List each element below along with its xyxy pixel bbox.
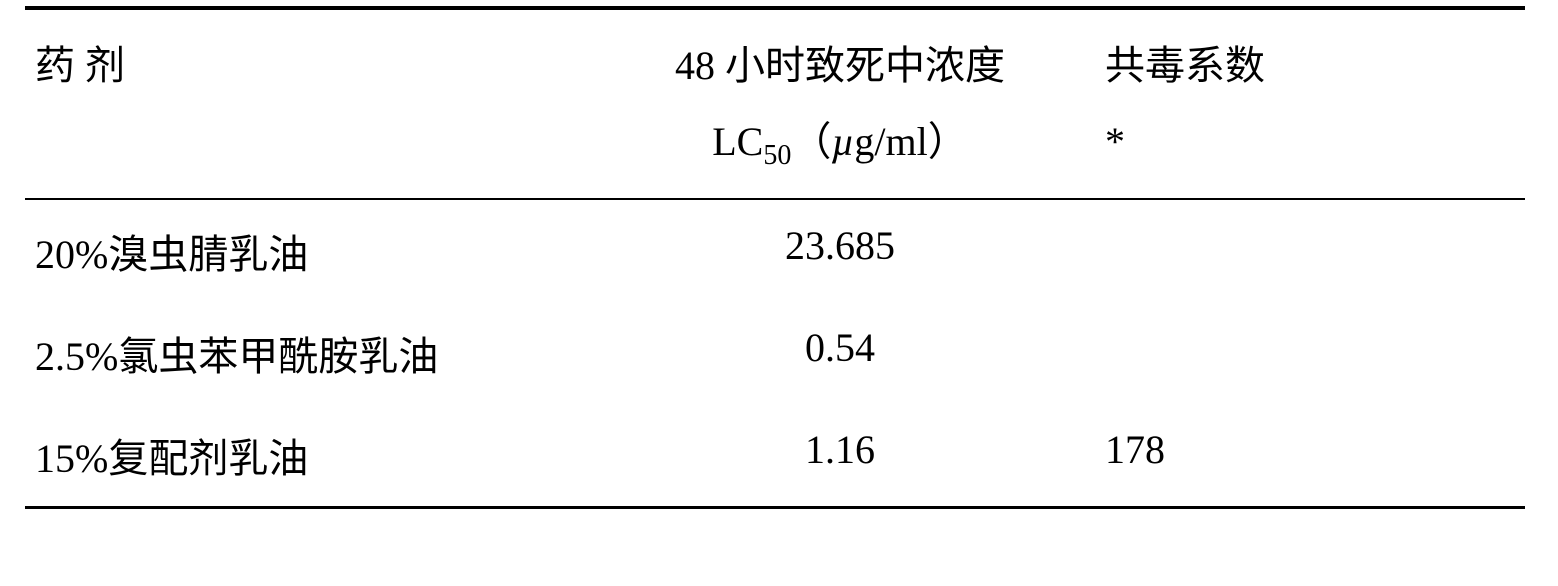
header-agent-line1: 药 剂 xyxy=(35,43,125,88)
toxicity-table: 药 剂 48 小时致死中浓度 LC50（µg/ml） 共毒系数 * xyxy=(25,6,1525,509)
page: 药 剂 48 小时致死中浓度 LC50（µg/ml） 共毒系数 * xyxy=(0,6,1558,586)
table-row: 20%溴虫腈乳油 23.685 xyxy=(25,200,1525,302)
lc50-paren-open: （ xyxy=(791,119,831,164)
table-row: 2.5%氯虫苯甲酰胺乳油 0.54 xyxy=(25,302,1525,404)
table-header-row: 药 剂 48 小时致死中浓度 LC50（µg/ml） 共毒系数 * xyxy=(25,10,1525,199)
lc50-prefix: LC xyxy=(712,119,763,164)
col-header-agent: 药 剂 xyxy=(25,10,585,122)
cell-agent: 2.5%氯虫苯甲酰胺乳油 xyxy=(25,302,585,404)
col-header-ctc: 共毒系数 * xyxy=(1095,10,1525,198)
header-ctc-line2: * xyxy=(1105,104,1525,180)
cell-ctc xyxy=(1095,200,1525,244)
cell-ctc: 178 xyxy=(1095,404,1525,495)
cell-agent: 20%溴虫腈乳油 xyxy=(25,200,585,302)
header-ctc-line1: 共毒系数 xyxy=(1105,43,1265,88)
lc50-unit-rest: g/ml） xyxy=(854,119,967,164)
table-row: 15%复配剂乳油 1.16 178 xyxy=(25,404,1525,508)
cell-ctc xyxy=(1095,302,1525,346)
cell-agent: 15%复配剂乳油 xyxy=(25,404,585,506)
cell-lc50: 23.685 xyxy=(585,200,1095,291)
cell-lc50: 1.16 xyxy=(585,404,1095,495)
header-lc50-line2: LC50（µg/ml） xyxy=(585,104,1095,180)
cell-lc50: 0.54 xyxy=(585,302,1095,393)
lc50-mu: µ xyxy=(831,119,854,164)
header-lc50-line1: 48 小时致死中浓度 xyxy=(675,43,1005,88)
col-header-lc50: 48 小时致死中浓度 LC50（µg/ml） xyxy=(585,10,1095,198)
lc50-sub: 50 xyxy=(763,140,791,171)
